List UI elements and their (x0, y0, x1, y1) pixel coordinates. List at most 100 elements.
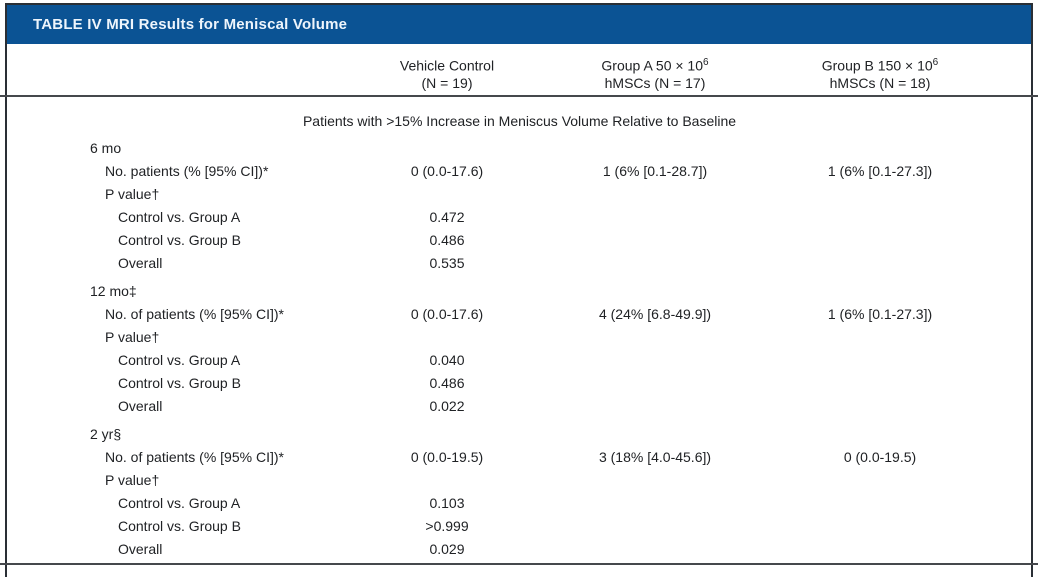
row-label: No. patients (% [95% CI])* (105, 163, 269, 179)
table-row: Control vs. Group B 0.486 (0, 372, 1038, 395)
cell-group-b (768, 372, 992, 395)
cell-group-a: 1 (6% [0.1-28.7]) (602, 163, 708, 179)
table-title: TABLE IV MRI Results for Meniscal Volume (33, 16, 348, 33)
row-label: Control vs. Group B (118, 232, 241, 248)
cell-group-a (542, 326, 768, 349)
cell-group-b (768, 349, 992, 372)
cell-group-a (542, 137, 768, 160)
cell-group-a (542, 395, 768, 418)
table-border-left (5, 3, 7, 577)
cell-vehicle-control: 0.535 (429, 255, 465, 271)
cell-vehicle-control: 0.486 (429, 232, 465, 248)
cell-group-b: 1 (6% [0.1-27.3]) (827, 306, 933, 322)
table-row: Control vs. Group B 0.486 (0, 229, 1038, 252)
table-border-right (1031, 3, 1033, 577)
cell-group-a (542, 183, 768, 206)
cell-group-a (542, 206, 768, 229)
row-label: 2 yr§ (90, 426, 122, 442)
cell-group-a: 3 (18% [4.0-45.6]) (598, 449, 712, 465)
column-header-group-b: Group B 150 × 106 hMSCs (N = 18) (768, 54, 992, 92)
table-row: Overall 0.029 (0, 538, 1038, 561)
table-row: 12 mo‡ (0, 280, 1038, 303)
cell-vehicle-control: >0.999 (425, 518, 469, 534)
table-border-top (5, 3, 1033, 5)
column-header-vehicle-control: Vehicle Control (N = 19) (352, 54, 542, 92)
cell-group-a (542, 538, 768, 561)
table-row: Control vs. Group A 0.040 (0, 349, 1038, 372)
row-label: Overall (118, 398, 163, 414)
table-row: P value† (0, 326, 1038, 349)
row-label: Control vs. Group A (118, 495, 241, 511)
table-row: P value† (0, 183, 1038, 206)
cell-group-b (768, 252, 992, 275)
cell-group-a (542, 469, 768, 492)
row-label: Control vs. Group A (118, 352, 241, 368)
row-label: 6 mo (90, 140, 122, 156)
cell-vehicle-control (352, 326, 542, 349)
cell-group-a (542, 492, 768, 515)
cell-vehicle-control (352, 280, 542, 303)
table-row: 2 yr§ (0, 423, 1038, 446)
cell-group-b (768, 326, 992, 349)
cell-vehicle-control (352, 469, 542, 492)
cell-group-b (768, 280, 992, 303)
table-row: No. patients (% [95% CI])* 0 (0.0-17.6) … (0, 160, 1038, 183)
row-label: Control vs. Group B (118, 518, 241, 534)
cell-group-b (768, 469, 992, 492)
table-row: Control vs. Group B >0.999 (0, 515, 1038, 538)
cell-group-b (768, 492, 992, 515)
table-title-bar: TABLE IV MRI Results for Meniscal Volume (7, 5, 1031, 44)
column-header-line2: hMSCs (N = 17) (604, 74, 706, 91)
cell-vehicle-control: 0 (0.0-19.5) (410, 449, 484, 465)
row-label: P value† (105, 186, 160, 202)
cell-vehicle-control: 0.029 (429, 541, 465, 557)
column-header-line1: Group A 50 × 106 (601, 57, 709, 74)
cell-group-b (768, 515, 992, 538)
cell-group-a: 4 (24% [6.8-49.9]) (598, 306, 712, 322)
row-label: P value† (105, 472, 160, 488)
cell-group-a (542, 372, 768, 395)
table-rows: 6 mo No. patients (% [95% CI])* 0 (0.0-1… (0, 137, 1038, 561)
cell-vehicle-control: 0.040 (429, 352, 465, 368)
table-row: No. of patients (% [95% CI])* 0 (0.0-19.… (0, 446, 1038, 469)
cell-vehicle-control: 0 (0.0-17.6) (410, 306, 484, 322)
superscript: 6 (932, 57, 939, 68)
row-label: Overall (118, 255, 163, 271)
column-header-line1: Vehicle Control (399, 57, 495, 74)
cell-vehicle-control (352, 183, 542, 206)
cell-group-b (768, 206, 992, 229)
cell-group-b (768, 538, 992, 561)
table-row: Overall 0.022 (0, 395, 1038, 418)
cell-group-b (768, 137, 992, 160)
cell-vehicle-control: 0.022 (429, 398, 465, 414)
table-row: P value† (0, 469, 1038, 492)
cell-vehicle-control: 0.103 (429, 495, 465, 511)
cell-group-b (768, 183, 992, 206)
cell-group-b (768, 395, 992, 418)
row-label: 12 mo‡ (90, 283, 137, 299)
table-row: Overall 0.535 (0, 252, 1038, 275)
table-row: No. of patients (% [95% CI])* 0 (0.0-17.… (0, 303, 1038, 326)
column-header-line1: Group B 150 × 106 (821, 57, 939, 74)
cell-group-b (768, 423, 992, 446)
table-row: Control vs. Group A 0.103 (0, 492, 1038, 515)
cell-vehicle-control: 0.472 (429, 209, 465, 225)
header-divider (0, 95, 1038, 97)
row-label: Control vs. Group A (118, 209, 241, 225)
cell-vehicle-control (352, 137, 542, 160)
cell-vehicle-control (352, 423, 542, 446)
cell-group-b: 0 (0.0-19.5) (843, 449, 917, 465)
cell-vehicle-control: 0.486 (429, 375, 465, 391)
row-label: Overall (118, 541, 163, 557)
superscript: 6 (703, 57, 709, 68)
column-header-line2: hMSCs (N = 18) (829, 74, 931, 91)
table-row: Control vs. Group A 0.472 (0, 206, 1038, 229)
cell-group-a (542, 515, 768, 538)
column-header-group-a: Group A 50 × 106 hMSCs (N = 17) (542, 54, 768, 92)
row-label: Control vs. Group B (118, 375, 241, 391)
section-header: Patients with >15% Increase in Meniscus … (302, 113, 737, 129)
row-label: No. of patients (% [95% CI])* (105, 306, 284, 322)
cell-group-a (542, 229, 768, 252)
column-header-line2: (N = 19) (421, 74, 473, 91)
